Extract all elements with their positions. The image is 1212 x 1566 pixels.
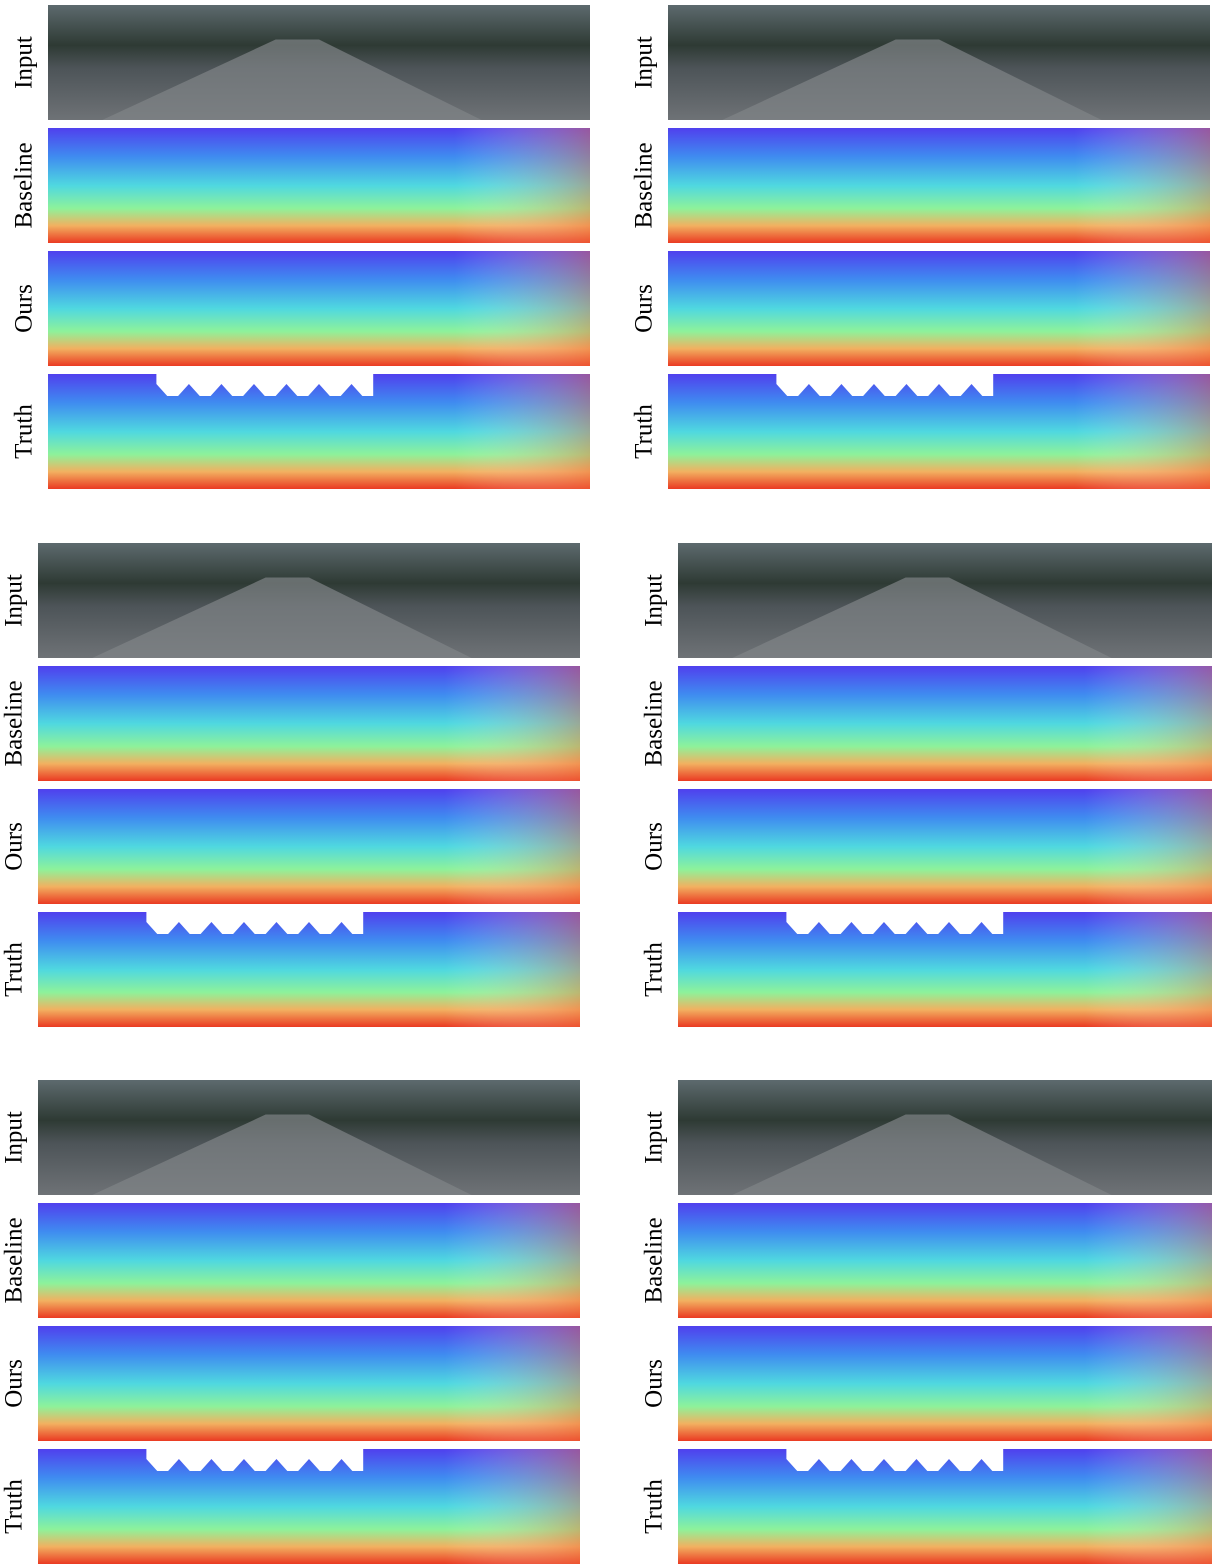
row-label: Baseline [641, 680, 668, 766]
row-label: Input [1, 1111, 28, 1164]
depth-shade [38, 1326, 580, 1441]
depth-shade [678, 1326, 1212, 1441]
row-label: Ours [1, 822, 28, 871]
row-label: Baseline [631, 142, 658, 228]
row-label: Baseline [641, 1217, 668, 1303]
depth-shade [678, 1203, 1212, 1318]
panel: Input Baseline Ours Truth [1, 543, 580, 1027]
row-label: Baseline [1, 1217, 28, 1303]
row-label: Ours [631, 284, 658, 333]
panel: Input Baseline Ours Truth [641, 1080, 1212, 1564]
depth-shade [48, 374, 590, 489]
row-label: Baseline [1, 680, 28, 766]
depth-shade [668, 251, 1210, 366]
depth-shade [38, 912, 580, 1027]
depth-shade [678, 912, 1212, 1027]
panel: Input Baseline Ours Truth [1, 1080, 580, 1564]
depth-shade [48, 128, 590, 243]
row-label: Truth [11, 404, 38, 459]
depth-shade [668, 374, 1210, 489]
panel: Input Baseline Ours Truth [641, 543, 1212, 1027]
row-label: Truth [1, 942, 28, 997]
panel: Input Baseline Ours Truth [631, 5, 1210, 489]
row-label: Ours [641, 1359, 668, 1408]
row-label: Input [641, 574, 668, 627]
row-label: Truth [641, 1479, 668, 1534]
row-label: Ours [641, 822, 668, 871]
depth-shade [38, 1449, 580, 1564]
row-label: Truth [641, 942, 668, 997]
row-label: Ours [1, 1359, 28, 1408]
row-label: Ours [11, 284, 38, 333]
row-label: Input [641, 1111, 668, 1164]
row-label: Input [631, 36, 658, 89]
row-label: Truth [1, 1479, 28, 1534]
row-label: Truth [631, 404, 658, 459]
row-label: Baseline [11, 142, 38, 228]
depth-shade [38, 666, 580, 781]
depth-shade [678, 666, 1212, 781]
depth-shade [678, 789, 1212, 904]
panel: Input Baseline Ours Truth [11, 5, 590, 489]
row-label: Input [1, 574, 28, 627]
figure: Input Baseline Ours Truth Input Baseline Ours T… [0, 0, 1212, 1566]
row-label: Input [11, 36, 38, 89]
depth-shade [48, 251, 590, 366]
depth-shade [668, 128, 1210, 243]
depth-shade [678, 1449, 1212, 1564]
depth-shade [38, 789, 580, 904]
page: Input Baseline Ours Truth Input Baseline Ours T… [0, 0, 1212, 1566]
depth-shade [38, 1203, 580, 1318]
